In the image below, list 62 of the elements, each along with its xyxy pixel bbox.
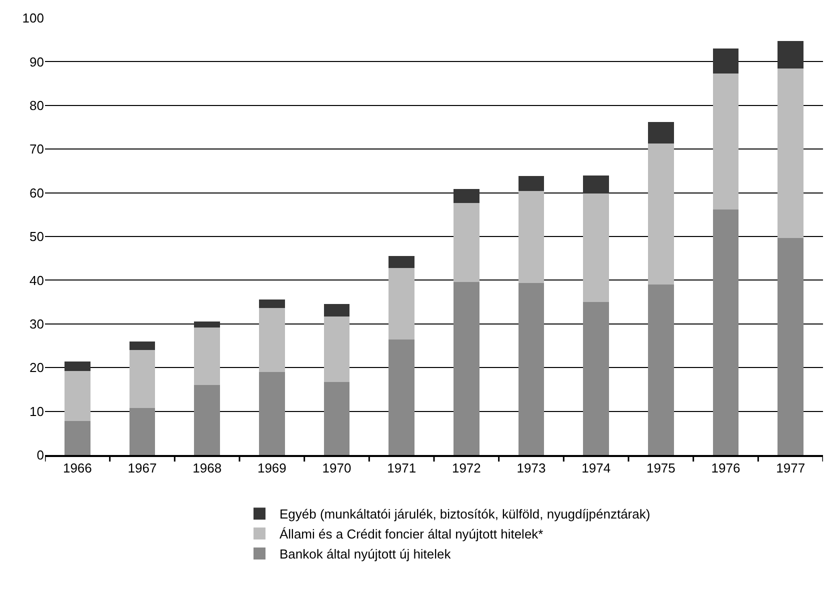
x-tick-label: 1966 [62,460,92,476]
bar [778,68,804,238]
legend-label: Állami és a Crédit foncier által nyújtott hitelek* [280,526,544,542]
y-tick-label: 30 [30,316,44,332]
bar [712,209,739,455]
legend-label: Egyéb (munkáltatói járulék, biztosítók, külföld, nyugdíjpénztárak) [280,506,650,522]
bar [258,308,285,372]
bar [324,304,350,316]
x-tick-label: 1969 [257,460,286,476]
y-tick-label: 20 [30,360,44,376]
y-tick-label: 40 [30,272,44,288]
bar [648,284,674,455]
bar [129,408,156,455]
y-tick-label: 80 [30,98,44,113]
y-tick-label: 0 [36,448,44,463]
bar [388,340,415,455]
x-tick-label: 1971 [387,460,416,476]
x-tick-label: 1973 [516,460,546,476]
bar [324,382,350,455]
bar [64,371,90,421]
x-tick-label: 1972 [452,460,481,476]
bar [453,188,480,203]
y-tick-label: 90 [30,54,44,70]
bar [453,282,480,455]
bar [64,420,90,455]
bar [129,350,156,408]
bar [648,143,674,285]
bar [712,74,739,210]
legend-label: Bankok által nyújtott új hitelek [280,546,452,562]
bar [583,194,610,302]
bar [258,299,285,308]
x-tick-label: 1975 [646,460,676,476]
bar [712,48,739,74]
y-tick-label: 10 [30,404,44,419]
bar [194,385,220,455]
y-tick-label: 60 [30,185,44,200]
y-tick-label: 70 [30,142,44,157]
y-tick-label: 50 [30,229,44,244]
bar [583,175,610,194]
bar [518,191,544,283]
bar [778,238,804,455]
x-tick-label: 1974 [582,460,611,476]
x-tick-label: 1976 [711,460,740,476]
bar [453,202,480,282]
bar [194,327,220,386]
bar [129,341,156,350]
bar [648,122,674,144]
bar [583,302,610,455]
bar [64,361,90,372]
bar [518,176,544,192]
x-tick-label: 1968 [192,460,222,476]
y-tick-label: 100 [22,10,44,26]
bar [194,321,220,328]
x-tick-label: 1970 [322,460,352,476]
x-tick-label: 1977 [776,460,806,476]
bar [324,316,350,382]
bar [258,372,285,455]
bar [518,282,544,455]
x-tick-label: 1967 [128,460,157,476]
bar [388,256,415,268]
bar [388,268,415,340]
bar [778,41,804,69]
